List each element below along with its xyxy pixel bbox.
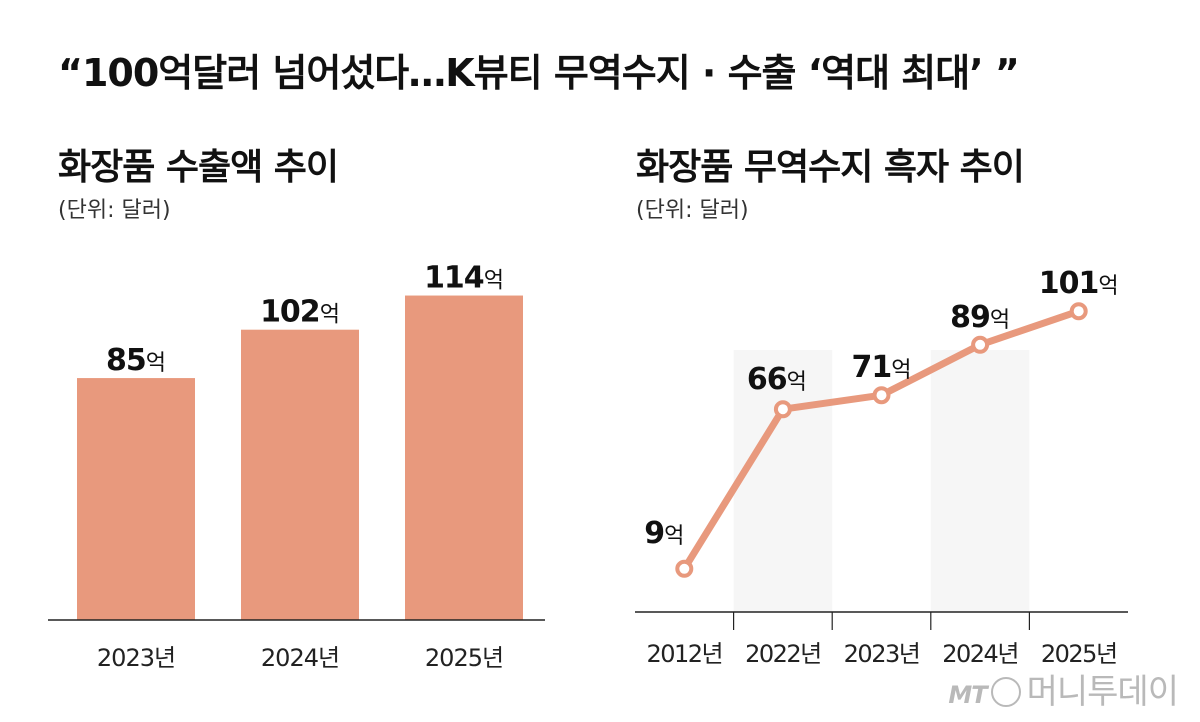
line-category-label-4: 2025년 <box>1041 640 1117 668</box>
bar-2 <box>405 295 523 620</box>
line-category-label-2: 2023년 <box>844 640 920 668</box>
line-value-label-2: 71억 <box>852 350 912 385</box>
line-value-label-0: 9억 <box>644 516 684 551</box>
line-category-label-0: 2012년 <box>646 640 722 668</box>
line-value-label-3: 89억 <box>950 300 1010 335</box>
bar-value-label-2: 114억 <box>424 261 504 296</box>
bar-chart-unit: (단위: 달러) <box>58 198 171 223</box>
line-point-0 <box>675 559 694 578</box>
bar-value-label-1: 102억 <box>260 295 340 330</box>
headline: “100억달러 넘어섰다…K뷰티 무역수지 · 수출 ‘역대 최대’ ” <box>58 51 1020 95</box>
line-category-label-1: 2022년 <box>745 640 821 668</box>
bar-category-label-0: 2023년 <box>97 644 175 672</box>
line-chart-unit: (단위: 달러) <box>636 198 749 223</box>
watermark-logo-icon <box>990 676 1021 707</box>
line-point-4 <box>1069 302 1088 321</box>
line-column-band-1 <box>733 350 833 612</box>
bar-chart-title: 화장품 수출액 추이 <box>58 147 339 188</box>
bar-0 <box>77 378 195 620</box>
line-value-label-4: 101억 <box>1039 266 1119 301</box>
bar-category-label-1: 2024년 <box>261 644 339 672</box>
line-point-1 <box>773 400 792 419</box>
watermark: MT 머니투데이 <box>948 664 1179 713</box>
line-point-3 <box>971 335 990 354</box>
line-category-label-3: 2024년 <box>942 640 1018 668</box>
watermark-mark: MT <box>948 681 987 709</box>
line-column-band-3 <box>930 350 1030 612</box>
bar-value-label-0: 85억 <box>106 343 166 378</box>
bar-category-label-2: 2025년 <box>425 644 503 672</box>
line-chart-title: 화장품 무역수지 흑자 추이 <box>636 147 1025 188</box>
line-value-label-1: 66억 <box>747 362 807 397</box>
watermark-brand: 머니투데이 <box>1026 672 1179 712</box>
bar-1 <box>241 329 359 620</box>
line-point-2 <box>872 386 891 405</box>
